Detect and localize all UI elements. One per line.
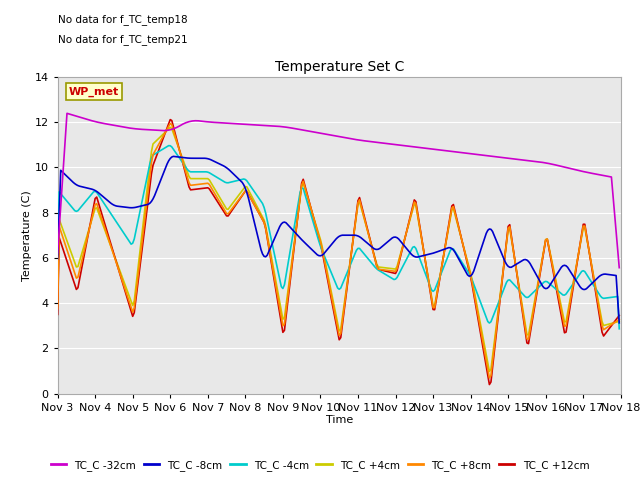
X-axis label: Time: Time [326,415,353,425]
Text: No data for f_TC_temp18: No data for f_TC_temp18 [58,14,188,25]
Title: Temperature Set C: Temperature Set C [275,60,404,74]
Legend: TC_C -32cm, TC_C -8cm, TC_C -4cm, TC_C +4cm, TC_C +8cm, TC_C +12cm: TC_C -32cm, TC_C -8cm, TC_C -4cm, TC_C +… [47,456,593,475]
Y-axis label: Temperature (C): Temperature (C) [22,190,31,281]
Text: No data for f_TC_temp21: No data for f_TC_temp21 [58,34,188,45]
Text: WP_met: WP_met [69,86,119,96]
